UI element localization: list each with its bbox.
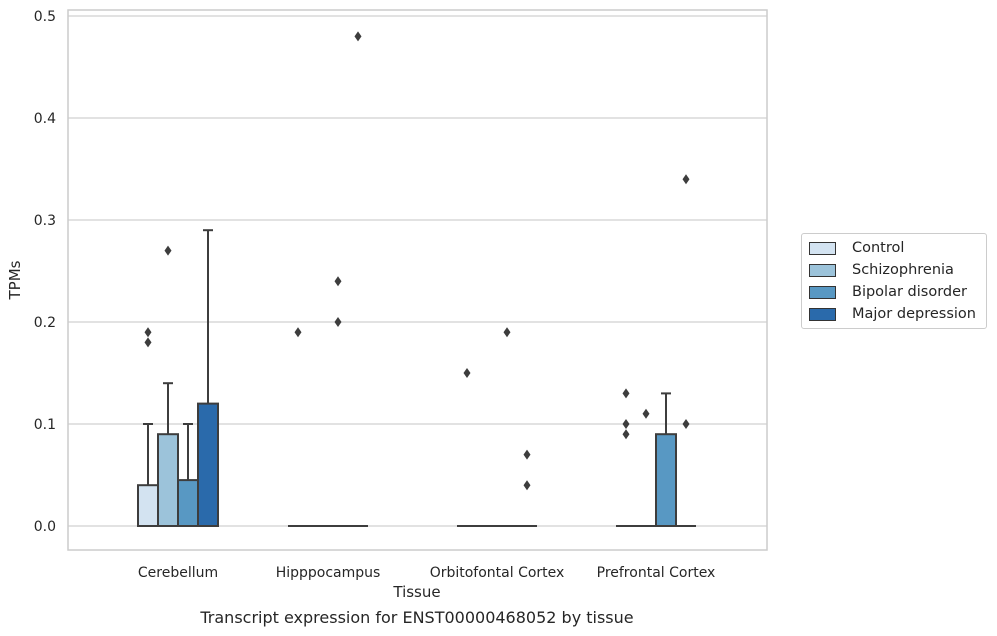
- legend-label: Control: [852, 240, 905, 256]
- y-axis-label: TPMs: [6, 260, 24, 300]
- box: [177, 479, 199, 528]
- outlier-point: [642, 408, 650, 419]
- outlier-point: [622, 419, 630, 429]
- legend-item: Bipolar disorder: [808, 281, 986, 303]
- plot-frame: [67, 9, 768, 551]
- y-tick-label: 0.2: [34, 315, 56, 331]
- legend-item: Major depression: [808, 303, 986, 325]
- outlier-point: [682, 174, 690, 185]
- outlier-point: [523, 449, 531, 460]
- x-tick-label: Hipppocampus: [276, 565, 381, 581]
- legend-item: Control: [808, 237, 986, 259]
- outlier-point: [622, 429, 630, 440]
- x-axis-ticks: Cerebellum Hipppocampus Orbitofontal Corte…: [138, 565, 715, 581]
- outlier-point: [463, 368, 471, 378]
- y-axis-ticks: 0.0 0.1 0.2 0.3 0.4 0.5: [34, 9, 56, 535]
- chart-caption: Transcript expression for ENST0000046805…: [199, 608, 633, 627]
- legend-swatch: [809, 263, 836, 277]
- box: [137, 484, 159, 528]
- legend: Control Schizophrenia Bipolar disorder Majo…: [801, 233, 987, 329]
- y-tick-label: 0.5: [34, 9, 56, 25]
- y-tick-label: 0.4: [34, 111, 56, 127]
- box: [655, 433, 677, 528]
- box: [157, 433, 179, 528]
- outlier-point: [144, 327, 152, 338]
- x-tick-label: Prefrontal Cortex: [597, 565, 716, 581]
- legend-swatch: [809, 307, 836, 321]
- outlier-point: [622, 388, 630, 399]
- outlier-point: [354, 31, 362, 42]
- legend-item: Schizophrenia: [808, 259, 986, 281]
- outlier-point: [682, 419, 690, 429]
- y-tick-label: 0.3: [34, 213, 56, 229]
- legend-label: Major depression: [852, 306, 976, 322]
- legend-swatch: [809, 285, 836, 299]
- outlier-point: [294, 327, 302, 338]
- box: [197, 402, 219, 528]
- outlier-point: [144, 337, 152, 348]
- x-axis-label: Tissue: [392, 583, 440, 601]
- box-plot-marks: [137, 31, 696, 528]
- legend-label: Schizophrenia: [852, 262, 954, 278]
- legend-label: Bipolar disorder: [852, 284, 967, 300]
- y-tick-label: 0.1: [34, 417, 56, 433]
- x-tick-label: Cerebellum: [138, 565, 218, 581]
- outlier-point: [503, 327, 511, 338]
- legend-swatch: [809, 241, 836, 255]
- x-tick-label: Orbitofontal Cortex: [430, 565, 565, 581]
- outlier-point: [523, 480, 531, 491]
- outlier-point: [334, 276, 342, 287]
- outlier-point: [334, 317, 342, 327]
- y-tick-label: 0.0: [34, 519, 56, 535]
- outlier-point: [164, 245, 172, 256]
